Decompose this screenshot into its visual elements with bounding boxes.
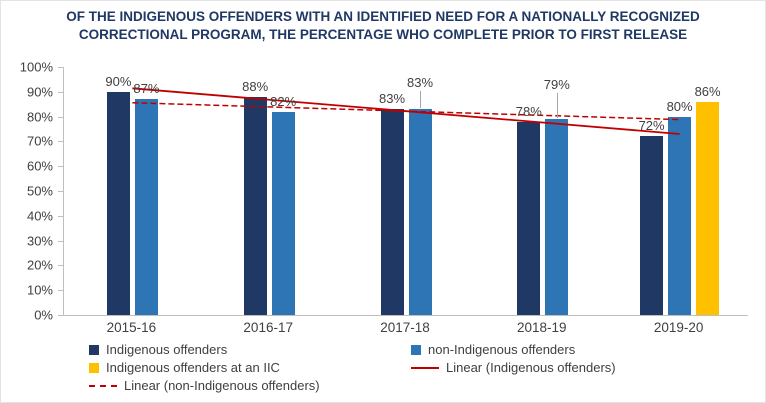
y-axis: 0% 10% 20% 30% 40% 50% 60% 70% 80% 90% 100%: [1, 60, 59, 323]
y-tick-label: 100%: [19, 59, 53, 75]
y-tick-label: 10%: [26, 282, 53, 298]
bar: [696, 101, 720, 315]
legend-square-marker: [411, 344, 421, 355]
y-tick-label: 0%: [34, 307, 53, 323]
legend-label: Linear (Indigenous offenders): [446, 360, 616, 375]
legend-square-marker: [89, 344, 99, 355]
bar: [517, 121, 541, 315]
legend-item: Linear (non-Indigenous offenders): [89, 378, 411, 393]
x-tick-label: 2019-20: [653, 320, 704, 335]
y-axis-tick: [58, 240, 64, 242]
y-tick-label: 50%: [26, 183, 53, 199]
y-axis-tick: [58, 315, 64, 316]
bar: [545, 119, 569, 315]
legend-label: Indigenous offenders at an IIC: [106, 360, 280, 375]
bar: [408, 109, 432, 315]
bars-layer: [64, 67, 748, 315]
legend-line-marker: [89, 384, 117, 387]
y-axis-tick: [58, 67, 64, 68]
y-axis-tick: [58, 265, 64, 267]
trendlines-overlay: [132, 87, 680, 135]
y-tick-label: 60%: [26, 158, 53, 174]
bar: [380, 109, 404, 315]
y-axis-tick: [58, 215, 64, 217]
y-axis-tick: [58, 116, 64, 118]
y-tick-label: 40%: [26, 208, 53, 224]
x-tick-label: 2018-19: [517, 320, 567, 335]
y-tick-label: 90%: [26, 84, 53, 100]
y-axis-tick: [58, 191, 64, 192]
y-tick-label: 70%: [26, 133, 53, 149]
legend-item: Linear (Indigenous offenders): [411, 360, 616, 375]
legend-item: Indigenous offenders: [89, 342, 411, 357]
x-tick-label: 2016-17: [243, 320, 293, 335]
trendline-dashed: [132, 101, 680, 121]
legend-label: non-Indigenous offenders: [428, 342, 576, 357]
y-axis-tick: [58, 141, 64, 143]
y-tick-label: 20%: [26, 257, 53, 273]
legend-item: Indigenous offenders at an IIC: [89, 360, 411, 375]
legend-label: Indigenous offenders: [106, 342, 228, 357]
legend-line-marker: [411, 366, 439, 369]
legend-square-marker: [89, 362, 99, 373]
legend-item: non-Indigenous offenders: [411, 342, 616, 357]
bar: [106, 91, 130, 315]
y-axis-tick: [58, 91, 64, 93]
x-tick-label: 2015-16: [106, 320, 157, 335]
bar: [271, 111, 295, 315]
bar: [243, 96, 267, 315]
x-axis-labels: 2015-16 2016-17 2017-18 2018-19 2019-20: [63, 320, 747, 335]
legend: Indigenous offenders non-Indigenous offen…: [89, 342, 616, 393]
bar: [668, 116, 692, 315]
bar: [134, 99, 158, 315]
bar: [640, 136, 664, 315]
y-tick-label: 30%: [26, 233, 53, 249]
plot-area: 90% 87% 88% 82% 83% 83% 78% 79% 72% 80% 86%: [58, 67, 748, 316]
y-axis-tick: [58, 290, 64, 292]
legend-label: Linear (non-Indigenous offenders): [124, 378, 320, 393]
y-tick-label: 80%: [26, 109, 53, 125]
y-axis-tick: [58, 166, 64, 168]
chart-title: OF THE INDIGENOUS OFFENDERS WITH AN IDEN…: [66, 9, 700, 42]
x-tick-label: 2017-18: [380, 320, 430, 335]
